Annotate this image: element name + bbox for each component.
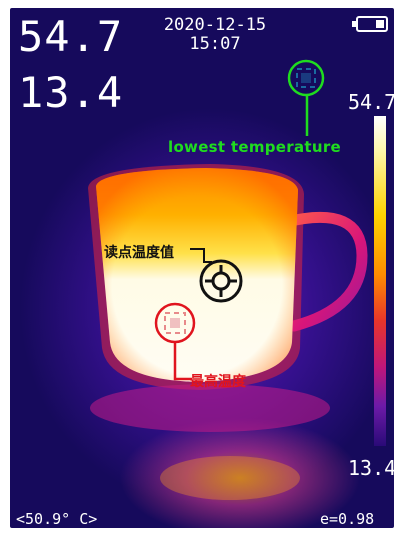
point-temperature-label: 读点温度值 xyxy=(104,245,174,261)
datetime: 2020-12-15 15:07 xyxy=(160,16,270,54)
date-label: 2020-12-15 xyxy=(163,15,267,35)
highest-leader-line xyxy=(173,342,192,381)
lowest-leader-line xyxy=(305,96,309,136)
thermal-image-screen: 54.7 13.4 2020-12-15 15:07 lowest temper… xyxy=(10,8,394,528)
device-frame: 54.7 13.4 2020-12-15 15:07 lowest temper… xyxy=(4,4,398,531)
spot-temperature-reading: <50.9° C> xyxy=(16,510,98,528)
color-scale-bar xyxy=(374,116,386,446)
crosshair-icon xyxy=(199,259,243,303)
battery-level xyxy=(376,20,384,28)
thermal-scene xyxy=(88,164,368,500)
highest-temperature-label: 最高温度 xyxy=(190,374,246,390)
emissivity-value: e=0.98 xyxy=(320,510,375,528)
lowest-temperature-label: lowest temperature xyxy=(168,138,342,156)
point-leader-line xyxy=(190,248,212,263)
max-temperature-readout: 54.7 xyxy=(18,12,124,61)
min-temperature-readout: 13.4 xyxy=(18,68,124,117)
scale-min-label: 13.4 xyxy=(348,456,394,480)
time-label: 15:07 xyxy=(189,34,241,54)
scale-max-label: 54.7 xyxy=(348,90,394,114)
battery-icon xyxy=(352,16,388,32)
min-temp-marker-icon xyxy=(287,59,325,97)
max-temp-marker-icon xyxy=(154,302,196,344)
battery-tip xyxy=(352,21,356,27)
